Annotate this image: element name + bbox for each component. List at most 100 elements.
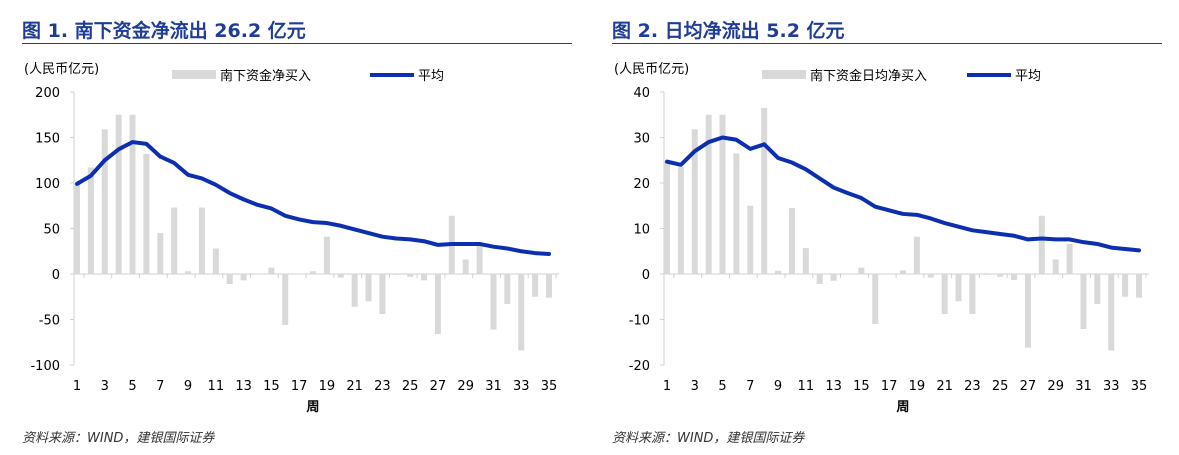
bar	[476, 243, 483, 274]
bar	[226, 274, 233, 285]
bar	[323, 236, 330, 274]
bar	[747, 205, 754, 274]
bar	[1011, 274, 1018, 280]
x-tick-label: 15	[263, 379, 280, 394]
bar	[296, 274, 303, 275]
unit-label: (人民币亿元)	[24, 62, 99, 77]
bar	[421, 274, 428, 281]
average-line	[75, 140, 551, 256]
bar	[1066, 243, 1073, 274]
bar	[532, 274, 539, 297]
bar	[955, 274, 962, 302]
bar	[129, 114, 136, 274]
y-tick-label: 150	[35, 132, 60, 147]
x-tick-label: 25	[402, 379, 419, 394]
y-tick-label: 40	[633, 86, 650, 101]
bar	[212, 248, 219, 274]
legend-label-line: 平均	[418, 69, 444, 84]
bar	[997, 274, 1004, 277]
bar	[504, 274, 511, 305]
x-tick-label: 35	[541, 379, 558, 394]
source-note: 资料来源：WIND，建银国际证券	[612, 431, 805, 446]
bar	[351, 274, 358, 307]
bar	[254, 274, 261, 275]
bar	[379, 274, 386, 315]
x-tick-label: 33	[1103, 379, 1120, 394]
y-tick-label: 200	[35, 86, 60, 101]
legend-label-bar: 南下资金净买入	[220, 68, 311, 84]
bar	[927, 274, 934, 278]
y-tick-label: -50	[39, 314, 60, 329]
bar	[941, 274, 948, 315]
bar	[143, 153, 150, 274]
title-rule	[22, 43, 572, 44]
x-tick-label: 17	[881, 379, 898, 394]
x-tick-label: 35	[1131, 379, 1148, 394]
chart-title: 图 2. 日均净流出 5.2 亿元	[612, 20, 845, 42]
bar	[393, 274, 400, 275]
y-tick-label: 100	[35, 177, 60, 192]
bar	[816, 274, 823, 285]
x-tick-label: 9	[774, 379, 782, 394]
x-tick-label: 15	[853, 379, 870, 394]
y-tick-label: -20	[629, 359, 650, 374]
bar	[101, 129, 108, 274]
x-tick-label: 27	[430, 379, 447, 394]
x-tick-label: 5	[718, 379, 726, 394]
bar	[913, 236, 920, 274]
x-tick-label: 21	[936, 379, 953, 394]
source-note: 资料来源：WIND，建银国际证券	[22, 431, 215, 446]
bar	[775, 270, 782, 274]
bar	[1024, 274, 1031, 348]
y-tick-label: 0	[642, 268, 650, 283]
bar	[74, 183, 80, 274]
x-tick-label: 13	[825, 379, 842, 394]
bar	[983, 274, 990, 275]
x-tick-label: 21	[346, 379, 363, 394]
bar	[1094, 274, 1101, 305]
bar	[830, 274, 837, 281]
x-tick-label: 19	[319, 379, 336, 394]
legend-label-line: 平均	[1015, 69, 1041, 84]
x-tick-label: 13	[235, 379, 252, 394]
bar	[761, 107, 768, 274]
bar	[198, 207, 205, 274]
bar	[719, 114, 726, 274]
bar	[900, 270, 906, 274]
bar	[969, 274, 976, 315]
bar	[365, 274, 372, 302]
bar	[337, 274, 344, 278]
bar	[434, 274, 441, 335]
y-tick-label: 20	[633, 177, 650, 192]
bar	[268, 267, 275, 274]
bar	[872, 274, 879, 325]
y-tick-label: 10	[633, 223, 650, 238]
x-tick-label: 27	[1020, 379, 1037, 394]
x-axis-label: 周	[306, 400, 319, 415]
x-tick-label: 33	[513, 379, 530, 394]
legend-swatch-bar	[172, 70, 216, 79]
bar	[691, 129, 698, 274]
x-tick-label: 7	[156, 379, 164, 394]
chart-panel-1: 图 1. 南下资金净流出 26.2 亿元 (人民币亿元) 南下资金净买入 平均 -10…	[22, 0, 582, 455]
bar	[844, 274, 851, 275]
x-tick-label: 17	[291, 379, 308, 394]
x-tick-label: 23	[374, 379, 391, 394]
y-tick-label: 30	[633, 132, 650, 147]
bar	[664, 161, 670, 274]
bar	[240, 274, 247, 281]
x-tick-label: 11	[208, 379, 225, 394]
bar	[1136, 274, 1142, 298]
bar	[490, 274, 497, 330]
bar	[407, 274, 414, 277]
bar	[858, 267, 865, 274]
unit-label: (人民币亿元)	[614, 62, 689, 77]
bar	[733, 153, 740, 274]
x-axis-label: 周	[896, 400, 909, 415]
x-tick-label: 25	[992, 379, 1009, 394]
bar	[546, 274, 552, 298]
x-tick-label: 23	[964, 379, 981, 394]
x-tick-label: 19	[909, 379, 926, 394]
